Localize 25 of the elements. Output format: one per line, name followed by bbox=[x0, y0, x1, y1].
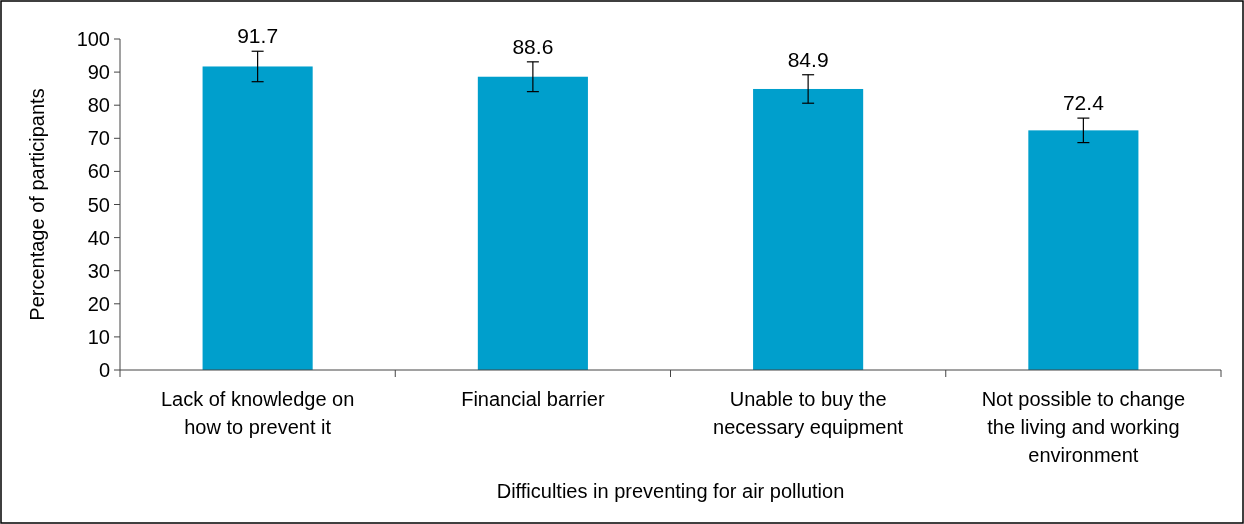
bar bbox=[753, 88, 864, 370]
y-tick-label: 80 bbox=[87, 94, 110, 117]
x-axis-title: Difficulties in preventing for air pollution bbox=[496, 480, 845, 502]
y-axis-title: Percentage of participants bbox=[26, 88, 48, 321]
x-tick-label: Financial barrier bbox=[461, 388, 605, 410]
y-tick-label: 70 bbox=[87, 127, 110, 150]
x-tick-label: Not possible to change the living and working environment bbox=[981, 388, 1186, 466]
data-label: 72.4 bbox=[1062, 91, 1105, 115]
bar bbox=[477, 76, 588, 370]
x-tick-label: Unable to buy the necessary equipment bbox=[713, 388, 904, 438]
data-label: 88.6 bbox=[512, 34, 554, 58]
y-tick-label: 30 bbox=[87, 259, 110, 282]
bar bbox=[202, 66, 313, 370]
y-tick-label: 90 bbox=[87, 61, 110, 84]
bar bbox=[1028, 130, 1139, 370]
data-label: 91.7 bbox=[237, 24, 279, 48]
y-tick-label: 10 bbox=[87, 325, 110, 348]
y-tick-label: 0 bbox=[98, 359, 110, 381]
y-tick-label: 40 bbox=[87, 226, 110, 249]
x-tick-label: Lack of knowledge on how to prevent it bbox=[160, 388, 355, 438]
y-tick-label: 100 bbox=[76, 28, 110, 50]
y-tick-label: 50 bbox=[87, 193, 110, 216]
y-tick-label: 20 bbox=[87, 292, 110, 315]
data-label: 84.9 bbox=[787, 47, 829, 71]
y-tick-label: 60 bbox=[87, 160, 110, 183]
